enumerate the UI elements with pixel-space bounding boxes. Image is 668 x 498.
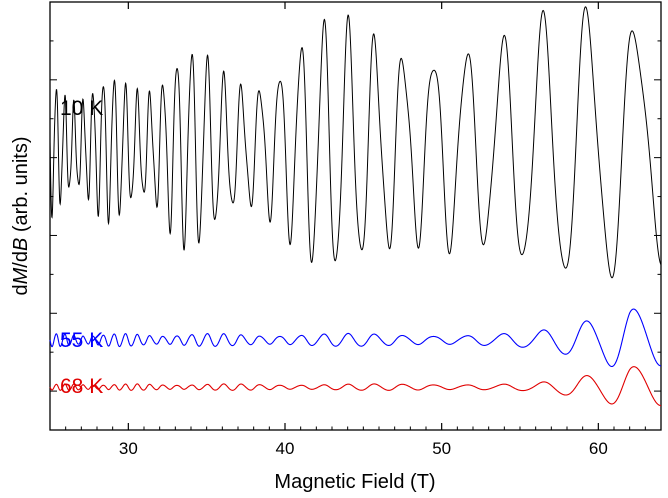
plot-frame (49, 1, 662, 431)
y-axis-title-variable: M (10, 267, 32, 284)
x-axis-title: Magnetic Field (T) (274, 471, 435, 493)
series-line-68k (49, 366, 661, 407)
series-label-68k: 68 K (60, 375, 103, 398)
y-axis-title: dM/dB (arb. units) (10, 137, 32, 296)
x-axis-ticks: 30 40 50 60 (49, 2, 662, 458)
series-layer (49, 6, 662, 407)
series-line-10k (49, 6, 662, 279)
x-tick-label: 40 (276, 439, 295, 458)
y-axis-title-part: (arb. units) (10, 137, 32, 238)
y-axis-ticks (50, 40, 661, 392)
x-tick-label: 60 (589, 439, 608, 458)
series-label-55k: 55 K (60, 329, 103, 352)
series-line-55k (49, 308, 662, 368)
y-axis-title-part: d (10, 284, 32, 295)
y-axis-title-part: /d (10, 251, 32, 268)
series-label-10k: 10 K (60, 97, 103, 120)
x-tick-label: 50 (432, 439, 451, 458)
x-tick-label: 30 (119, 439, 138, 458)
y-axis-title-variable: B (10, 238, 32, 251)
